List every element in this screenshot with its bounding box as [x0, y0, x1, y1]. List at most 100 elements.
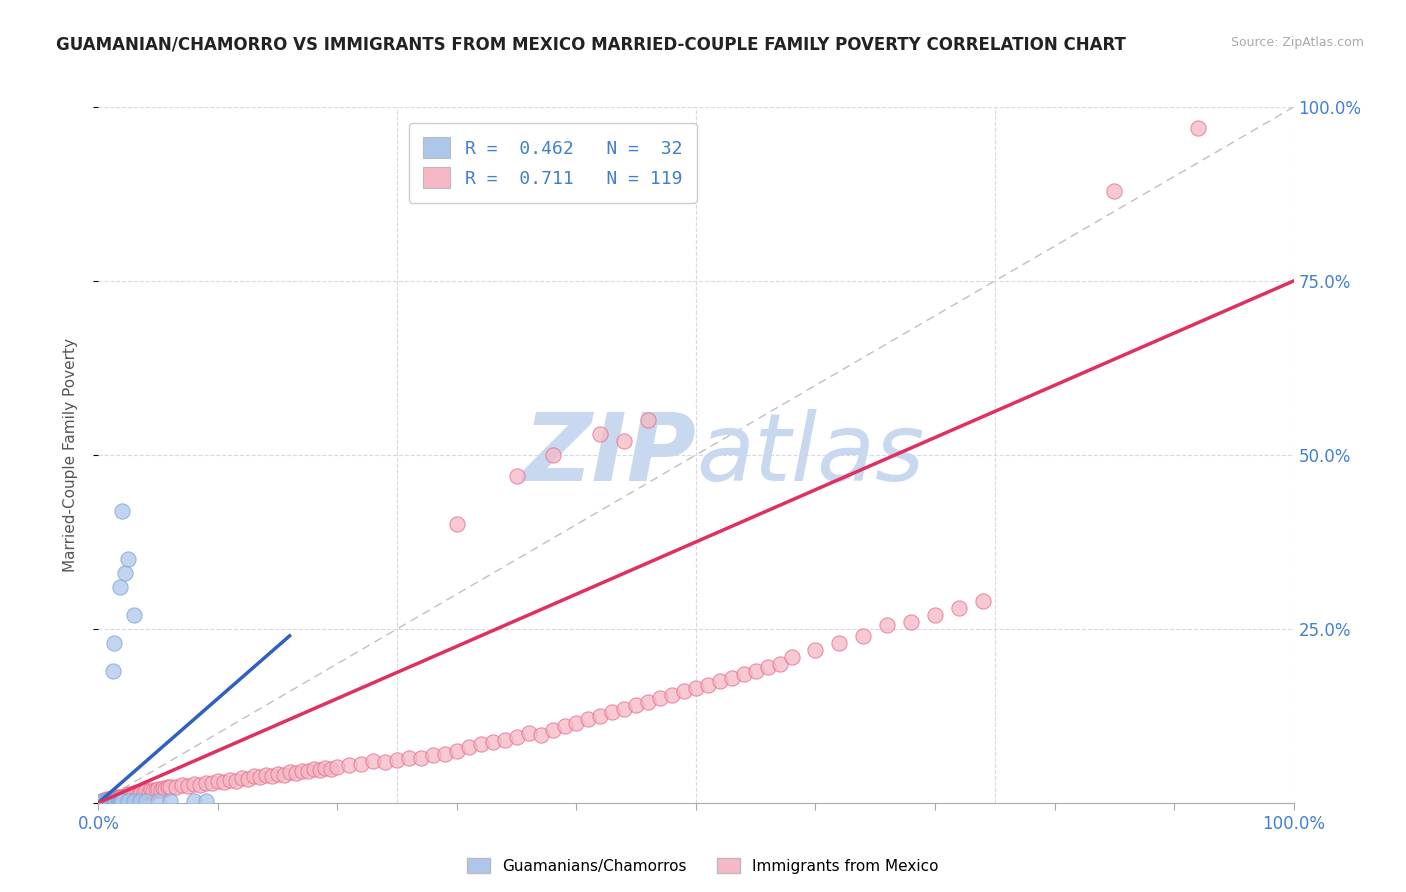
Point — [529, 728, 551, 742]
Point — [517, 726, 540, 740]
Point — [576, 712, 599, 726]
Point — [291, 764, 314, 778]
Point — [446, 517, 468, 532]
Point — [411, 751, 433, 765]
Point — [900, 615, 922, 629]
Point — [201, 776, 224, 790]
Point — [626, 698, 648, 713]
Point — [128, 787, 150, 801]
Point — [100, 794, 122, 808]
Point — [828, 636, 851, 650]
Point — [155, 781, 177, 796]
Point — [101, 664, 124, 678]
Point — [589, 708, 612, 723]
Point — [100, 792, 122, 806]
Text: atlas: atlas — [696, 409, 924, 500]
Point — [114, 789, 136, 803]
Point — [107, 790, 129, 805]
Point — [96, 794, 118, 808]
Point — [125, 785, 148, 799]
Point — [207, 774, 229, 789]
Point — [152, 781, 174, 796]
Point — [637, 695, 659, 709]
Legend: R =  0.462   N =  32, R =  0.711   N = 119: R = 0.462 N = 32, R = 0.711 N = 119 — [409, 123, 696, 202]
Point — [194, 775, 218, 789]
Point — [648, 691, 672, 706]
Point — [98, 793, 121, 807]
Point — [104, 791, 127, 805]
Point — [506, 468, 529, 483]
Point — [111, 794, 134, 808]
Point — [297, 764, 319, 779]
Point — [110, 790, 132, 805]
Point — [385, 753, 409, 767]
Point — [602, 706, 624, 720]
Point — [94, 794, 117, 808]
Point — [124, 607, 146, 622]
Point — [94, 794, 117, 808]
Point — [177, 779, 200, 793]
Point — [685, 681, 707, 695]
Point — [697, 677, 720, 691]
Point — [98, 791, 122, 805]
Point — [108, 789, 131, 804]
Point — [541, 448, 564, 462]
Point — [315, 761, 337, 775]
Point — [1102, 184, 1125, 198]
Legend: Guamanians/Chamorros, Immigrants from Mexico: Guamanians/Chamorros, Immigrants from Me… — [461, 852, 945, 880]
Point — [554, 719, 576, 733]
Point — [104, 794, 127, 808]
Point — [93, 793, 115, 807]
Point — [565, 715, 588, 730]
Point — [972, 594, 994, 608]
Point — [589, 427, 612, 442]
Point — [494, 733, 516, 747]
Point — [709, 674, 731, 689]
Point — [111, 503, 134, 517]
Point — [131, 785, 153, 799]
Point — [103, 794, 125, 808]
Point — [876, 618, 898, 632]
Point — [780, 649, 803, 664]
Point — [103, 791, 125, 805]
Point — [139, 783, 162, 797]
Point — [142, 784, 165, 798]
Point — [101, 791, 124, 805]
Point — [321, 762, 343, 776]
Point — [149, 782, 172, 797]
Point — [470, 737, 492, 751]
Text: Source: ZipAtlas.com: Source: ZipAtlas.com — [1230, 36, 1364, 49]
Point — [948, 601, 970, 615]
Point — [541, 723, 564, 737]
Point — [114, 566, 136, 581]
Point — [433, 747, 456, 761]
Point — [613, 702, 636, 716]
Point — [852, 629, 875, 643]
Point — [93, 794, 115, 808]
Point — [363, 754, 385, 768]
Point — [212, 775, 235, 789]
Point — [183, 794, 205, 808]
Point — [194, 794, 218, 808]
Point — [422, 748, 444, 763]
Point — [101, 794, 124, 808]
Point — [148, 781, 170, 796]
Point — [121, 787, 143, 801]
Point — [91, 794, 114, 808]
Point — [249, 770, 271, 784]
Point — [124, 794, 146, 808]
Point — [156, 780, 179, 795]
Point — [117, 794, 139, 808]
Point — [97, 793, 120, 807]
Point — [188, 778, 211, 792]
Point — [768, 657, 790, 671]
Point — [103, 636, 125, 650]
Point — [637, 413, 659, 427]
Point — [105, 790, 128, 805]
Point — [118, 788, 141, 802]
Point — [243, 769, 266, 783]
Point — [96, 792, 118, 806]
Point — [745, 664, 768, 678]
Point — [661, 688, 683, 702]
Point — [733, 667, 755, 681]
